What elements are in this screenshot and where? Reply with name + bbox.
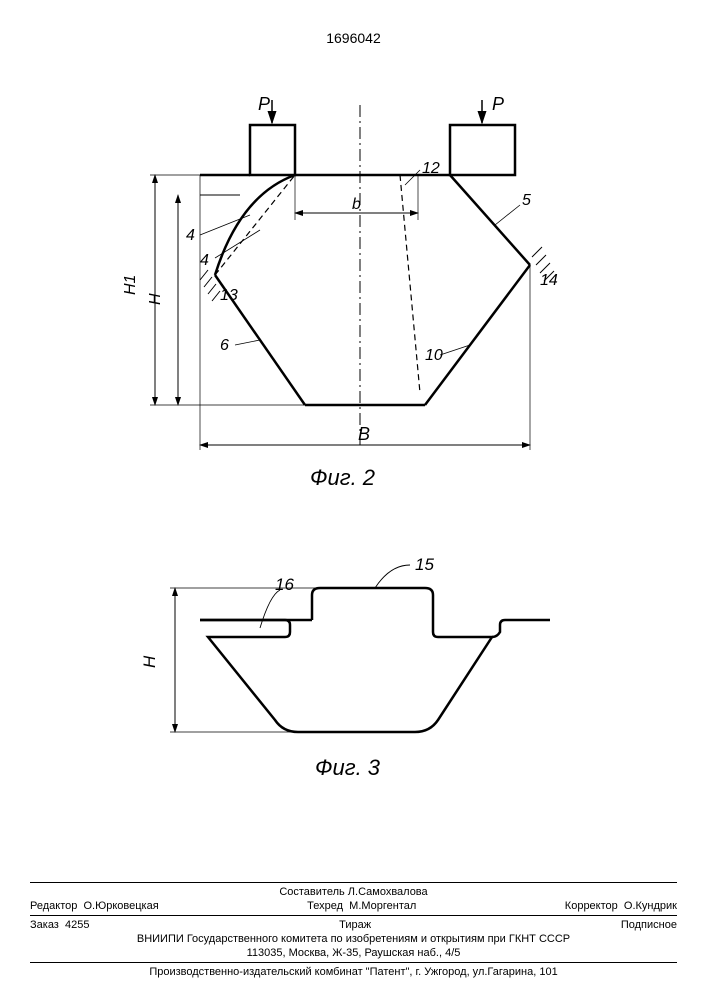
techeditor-name: М.Моргентал [349,900,416,912]
label-13: 13 [220,287,238,304]
corrector-name: О.Кундрик [624,900,677,912]
label-4b: 4 [200,252,209,269]
footer: Составитель Л.Самохвалова Редактор О.Юрк… [30,879,677,980]
figure-2: P P 4 4 13 6 12 5 14 10 [100,85,600,515]
techeditor-label: Техред [307,900,343,912]
label-15: 15 [415,555,434,574]
label-b-small: b [352,196,361,213]
order-label: Заказ [30,919,59,931]
compiler-label: Составитель [279,886,344,898]
label-H: H [147,293,164,305]
editor-name: О.Юрковецкая [83,900,158,912]
label-H1: H1 [122,275,139,295]
label-14: 14 [540,272,558,289]
printer-line: Производственно-издательский комбинат "П… [30,966,677,978]
label-16: 16 [275,575,294,594]
label-B-large: B [358,424,370,444]
label-12: 12 [422,160,440,177]
label-6: 6 [220,337,229,354]
label-4a: 4 [186,227,195,244]
label-10: 10 [425,347,443,364]
org-line1: ВНИИПИ Государственного комитета по изоб… [30,933,677,945]
org-line2: 113035, Москва, Ж-35, Раушская наб., 4/5 [30,947,677,959]
order-number: 4255 [65,919,89,931]
compiler-name: Л.Самохвалова [348,886,428,898]
print-run-label: Тираж [339,919,371,931]
figure-3: 15 16 H Фиг. 3 [120,540,580,800]
label-P-left: P [258,94,270,114]
patent-number: 1696042 [0,30,707,46]
fig2-caption: Фиг. 2 [310,465,375,490]
label-P-right: P [492,94,504,114]
label-5: 5 [522,192,531,209]
label-H-fig3: H [140,655,159,668]
corrector-label: Корректор [565,900,618,912]
subscription: Подписное [621,919,677,931]
editor-label: Редактор [30,900,77,912]
fig3-caption: Фиг. 3 [315,755,381,780]
